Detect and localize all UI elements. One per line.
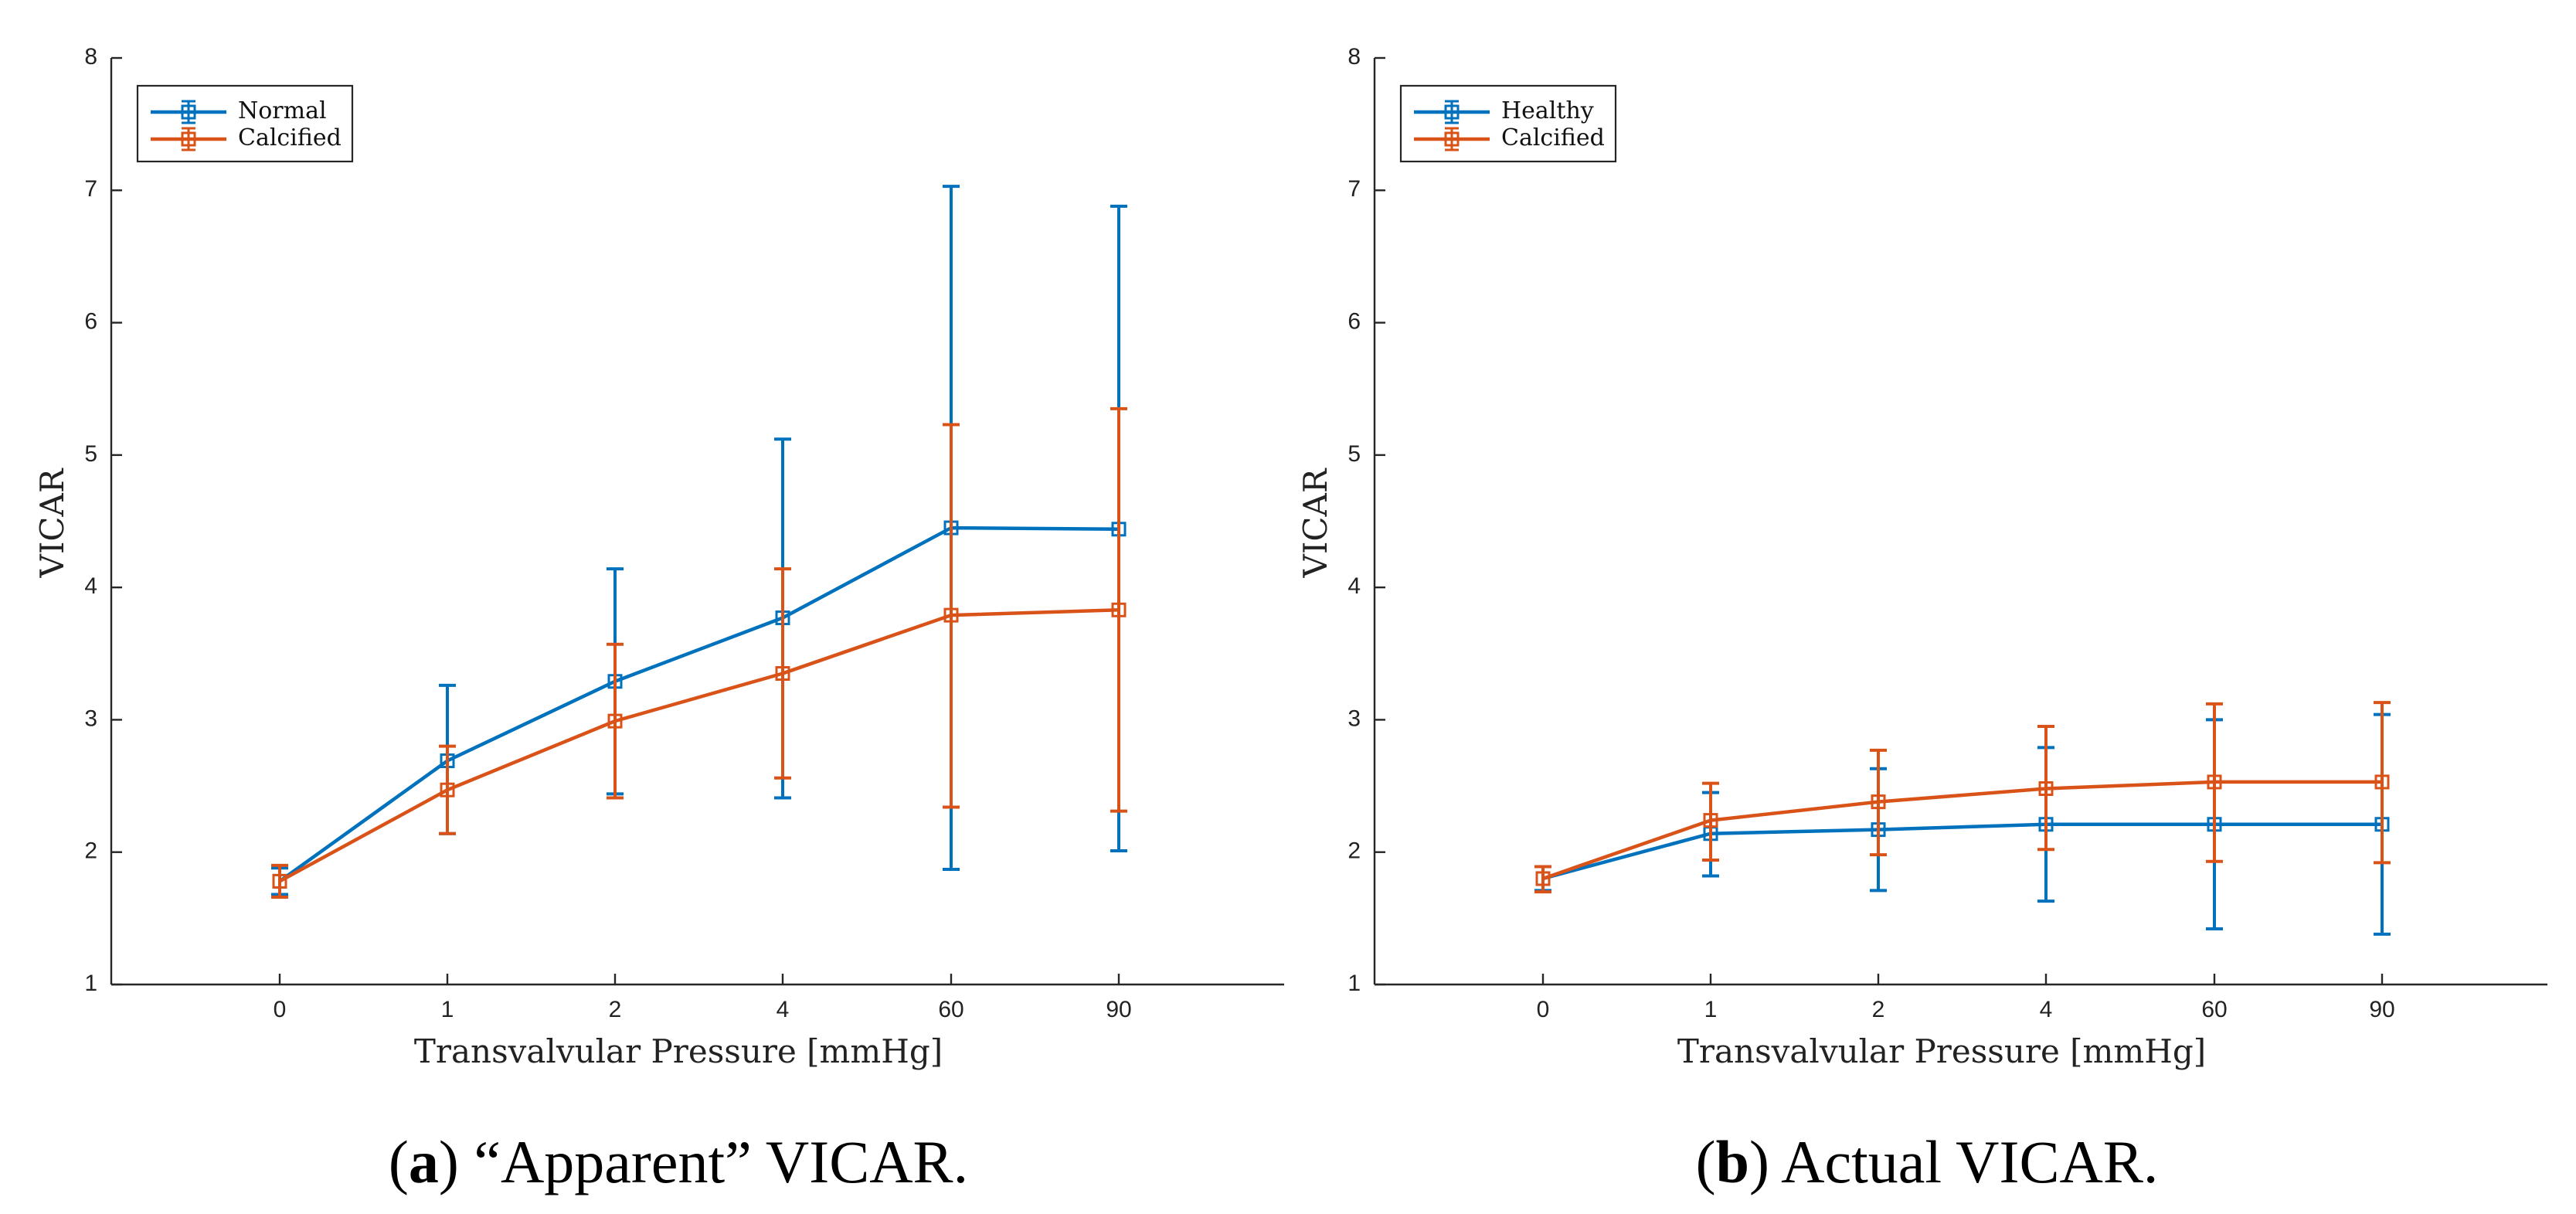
- panel-a-legend-sample-1: [151, 100, 226, 124]
- panel-a-caption-text: ) “Apparent” VICAR.: [439, 1128, 968, 1195]
- panel-a-legend-label-1: Normal: [238, 97, 327, 124]
- panel-b-y-tick-label-2: 2: [1347, 838, 1361, 864]
- panel-b-legend-entry-2: Calcified: [1414, 124, 1605, 151]
- panel-b-y-tick-label-7: 7: [1347, 176, 1361, 202]
- panel-a-calcified-point-0: [272, 873, 287, 889]
- panel-a-y-tick-label-8: 8: [84, 44, 97, 70]
- panel-b-legend-sample-2: [1414, 127, 1490, 151]
- panel-a-caption-letter: a: [409, 1128, 439, 1195]
- panel-b-y-axis-label: VICAR: [1296, 468, 1334, 578]
- panel-a-legend-sample-2: [151, 127, 226, 151]
- panel-b-y-tick-label-5: 5: [1347, 441, 1361, 467]
- panel-a-y-tick-label-4: 4: [84, 573, 97, 599]
- panel-a-calcified-point-3: [775, 665, 790, 681]
- panel-b-actual-vicar: 1 2 3 4 5 6 7 8 0 1 2 4 60 90 Healthy Calcified Trans…: [1296, 44, 2547, 1195]
- panel-a-apparent-vicar: 1 2 3 4 5 6 7 8 0 1 2 4 60 90 Normal Calcified Transv…: [33, 44, 1284, 1195]
- panel-b-series-calcified: [1534, 701, 2391, 894]
- panel-b-caption-text: ) Actual VICAR.: [1749, 1128, 2158, 1195]
- panel-b-calcified-point-5: [2374, 774, 2390, 790]
- panel-a-y-axis-label: VICAR: [33, 468, 71, 578]
- panel-a-calcified-point-4: [943, 607, 959, 623]
- panel-a-normal-line: [278, 525, 1120, 883]
- panel-a-legend-entry-1: Normal: [151, 97, 327, 124]
- panel-b-x-axis-label: Transvalvular Pressure [mmHg]: [1677, 1032, 2206, 1070]
- panel-a-calcified-point-5: [1111, 602, 1127, 617]
- panel-b-calcified-point-2: [1871, 794, 1886, 810]
- panel-b-caption: (b) Actual VICAR.: [1696, 1128, 2159, 1195]
- panel-b-caption-letter: b: [1716, 1128, 1749, 1195]
- panel-b-legend: Healthy Calcified: [1399, 84, 1617, 163]
- panel-b-x-tick-label-90: 90: [2369, 997, 2394, 1022]
- panel-b-legend-label-2: Calcified: [1501, 124, 1605, 151]
- panel-a-legend-label-2: Calcified: [238, 124, 342, 151]
- panel-a-calcified-point-2: [607, 713, 623, 729]
- panel-b-legend-box: [1399, 84, 1617, 163]
- panel-a-x-tick-label-60: 60: [938, 997, 963, 1022]
- panel-a-calcified-error-bar-0: [271, 863, 288, 899]
- panel-b-calcified-point-3: [2038, 780, 2054, 796]
- panel-b-legend-marker-1: [1444, 104, 1460, 120]
- panel-b-plot-area: 1 2 3 4 5 6 7 8 0 1 2 4 60 90: [1347, 44, 2547, 1022]
- panel-b-calcified-error-bar-0: [1534, 865, 1551, 894]
- panel-b-legend-entry-1: Healthy: [1414, 97, 1594, 124]
- panel-b-y-tick-label-1: 1: [1347, 971, 1361, 996]
- panel-a-y-tick-label-6: 6: [84, 308, 97, 334]
- panel-b-y-tick-label-3: 3: [1347, 706, 1361, 731]
- panel-b-calcified-point-1: [1703, 813, 1718, 828]
- panel-a-y-tick-label-3: 3: [84, 706, 97, 731]
- panel-b-legend-label-1: Healthy: [1501, 97, 1594, 124]
- panel-a-legend-entry-2: Calcified: [151, 124, 342, 151]
- panel-a-calcified-line: [278, 608, 1120, 883]
- panel-a-series-normal: [271, 185, 1127, 896]
- panel-b-y-tick-label-8: 8: [1347, 44, 1361, 70]
- panel-b-x-tick-label-1: 1: [1704, 997, 1718, 1022]
- panel-a-x-axis-label: Transvalvular Pressure [mmHg]: [414, 1032, 943, 1070]
- panel-b-y-tick-label-4: 4: [1347, 573, 1361, 599]
- panel-b-calcified-point-4: [2207, 774, 2222, 790]
- panel-a-x-tick-label-0: 0: [274, 997, 287, 1022]
- panel-a-y-tick-label-5: 5: [84, 441, 97, 467]
- panel-a-legend-box: [136, 84, 354, 163]
- panel-b-y-tick-label-6: 6: [1347, 308, 1361, 334]
- panel-a-x-tick-label-4: 4: [777, 997, 790, 1022]
- panel-a-y-tick-label-2: 2: [84, 838, 97, 864]
- panel-b-x-tick-label-4: 4: [2040, 997, 2053, 1022]
- panel-b-legend-marker-2: [1444, 131, 1460, 147]
- panel-b-healthy-line: [1542, 822, 2382, 881]
- panel-a-y-tick-label-1: 1: [84, 971, 97, 996]
- panel-a-x-tick-label-2: 2: [609, 997, 622, 1022]
- panel-b-calcified-point-0: [1535, 871, 1551, 886]
- panel-a-legend-marker-1: [181, 104, 196, 120]
- panel-a-legend: Normal Calcified: [136, 84, 354, 163]
- panel-b-legend-sample-1: [1414, 100, 1490, 124]
- panel-a-y-tick-label-7: 7: [84, 176, 97, 202]
- panel-a-calcified-point-1: [440, 782, 455, 797]
- panel-a-series-calcified: [271, 406, 1127, 899]
- panel-b-x-tick-label-2: 2: [1872, 997, 1885, 1022]
- panel-b-calcified-line: [1542, 780, 2382, 881]
- panel-b-x-tick-label-60: 60: [2201, 997, 2227, 1022]
- panel-a-legend-marker-2: [181, 131, 196, 147]
- panel-b-series-healthy: [1534, 712, 2391, 936]
- panel-b-x-tick-label-0: 0: [1537, 997, 1550, 1022]
- panel-a-plot-area: 1 2 3 4 5 6 7 8 0 1 2 4 60 90: [84, 44, 1284, 1022]
- panel-a-x-tick-label-90: 90: [1106, 997, 1131, 1022]
- panel-a-x-tick-label-1: 1: [441, 997, 454, 1022]
- panel-a-caption: (a) “Apparent” VICAR.: [389, 1128, 968, 1195]
